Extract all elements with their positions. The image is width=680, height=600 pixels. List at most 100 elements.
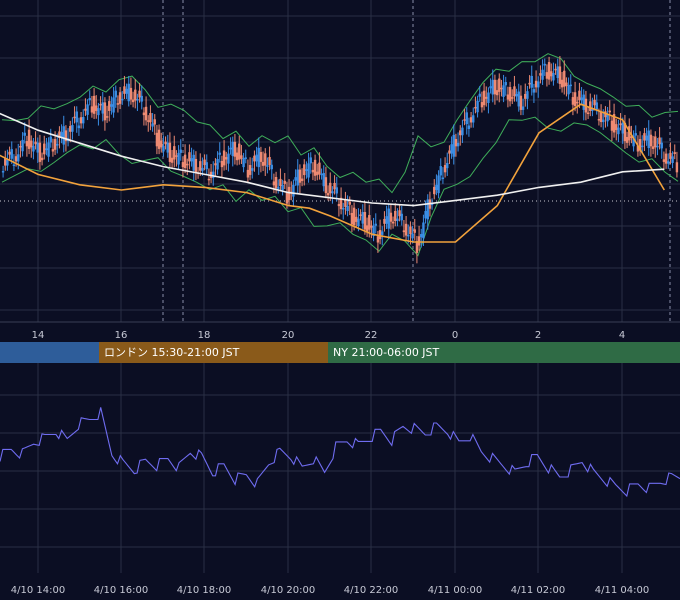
candle-body: [175, 155, 178, 157]
candle-body: [166, 142, 169, 153]
candle-body: [88, 98, 91, 101]
candle-body: [110, 104, 113, 107]
candle-body: [292, 184, 295, 197]
candle-body: [344, 199, 347, 207]
candle-body: [75, 111, 78, 123]
candle-body: [439, 166, 442, 176]
candle-body: [565, 82, 568, 86]
candle-body: [251, 168, 254, 171]
candle-body: [95, 105, 98, 111]
candle-body: [25, 141, 29, 147]
candle-body: [149, 113, 152, 123]
osc-x-tick: 4/10 16:00: [94, 585, 148, 596]
candle-body: [153, 119, 156, 125]
candle-body: [253, 155, 256, 162]
candle-body: [331, 191, 334, 194]
candle-body: [675, 162, 679, 173]
osc-x-tick: 4/11 02:00: [511, 585, 565, 596]
candle-body: [519, 95, 523, 110]
candle-body: [660, 142, 663, 149]
candle-body: [8, 151, 11, 155]
candle-body: [134, 89, 137, 101]
candle-body: [580, 97, 583, 101]
candle-body: [333, 182, 336, 190]
candle-body: [454, 139, 458, 147]
candle-body: [435, 184, 438, 190]
osc-x-tick: 4/10 22:00: [344, 585, 398, 596]
candle-body: [610, 120, 614, 131]
candle-body: [248, 165, 252, 175]
candle-body: [144, 106, 148, 121]
candle-body: [56, 143, 59, 146]
candle-body: [368, 215, 371, 230]
candle-body: [118, 92, 122, 104]
candle-body: [387, 208, 390, 229]
candle-body: [550, 71, 553, 77]
candle-body: [47, 142, 50, 157]
candle-body: [127, 83, 130, 102]
candle-body: [558, 66, 562, 84]
candle-body: [563, 70, 566, 87]
candle-body: [313, 159, 317, 176]
price-chart[interactable]: 14 16 18 20 22 0 2 4: [0, 0, 680, 342]
candle-body: [155, 132, 159, 147]
candle-body: [38, 142, 42, 162]
candle-body: [259, 152, 263, 162]
candle-body: [140, 95, 143, 102]
candle-body: [612, 114, 616, 133]
candle-body: [231, 141, 234, 157]
candle-body: [374, 223, 377, 226]
candle-body: [361, 212, 364, 224]
candle-body: [463, 119, 466, 121]
candle-body: [162, 145, 165, 152]
candle-body: [272, 181, 276, 186]
candle-body: [396, 218, 399, 222]
candle-body: [303, 164, 306, 176]
candle-body: [27, 129, 31, 149]
candle-body: [409, 226, 412, 235]
candle-body: [82, 117, 85, 124]
oscillator-chart[interactable]: 4/10 14:00 4/10 16:00 4/10 18:00 4/10 20:00…: [0, 363, 680, 600]
candle-body: [615, 124, 618, 131]
candle-body: [589, 101, 592, 111]
candle-body: [656, 145, 659, 148]
candle-body: [671, 156, 674, 163]
candle-body: [244, 157, 247, 159]
candle-body: [430, 203, 434, 206]
candle-body: [628, 126, 631, 141]
candle-body: [413, 229, 416, 233]
candle-body: [417, 236, 421, 246]
price-x-tick: 22: [365, 330, 378, 341]
candle-body: [508, 87, 512, 102]
candle-body: [279, 178, 282, 187]
candle-body: [32, 145, 35, 152]
candle-body: [147, 120, 150, 122]
candle-body: [487, 92, 490, 103]
candle-body: [606, 114, 609, 122]
candle-body: [673, 152, 676, 154]
candle-body: [569, 84, 572, 87]
candle-body: [294, 177, 297, 181]
candle-body: [478, 93, 481, 97]
candle-body: [335, 187, 338, 194]
candle-body: [567, 85, 570, 95]
price-x-tick: 0: [452, 330, 458, 341]
candle-body: [654, 136, 657, 148]
candle-body: [346, 205, 349, 212]
osc-x-tick: 4/10 20:00: [261, 585, 315, 596]
candle-body: [300, 178, 304, 181]
oscillator-line: [0, 407, 680, 498]
moving-average-long: [0, 112, 665, 207]
candle-body: [630, 136, 633, 138]
candle-body: [30, 140, 33, 148]
candle-body: [322, 173, 325, 187]
candle-body: [264, 153, 267, 166]
session-london: ロンドン 15:30-21:00 JST: [99, 342, 328, 363]
osc-x-tick: 4/11 04:00: [595, 585, 649, 596]
candle-body: [634, 133, 637, 136]
candle-body: [238, 143, 241, 160]
candle-body: [526, 91, 529, 99]
candle-body: [105, 116, 109, 118]
candle-body: [186, 163, 189, 166]
